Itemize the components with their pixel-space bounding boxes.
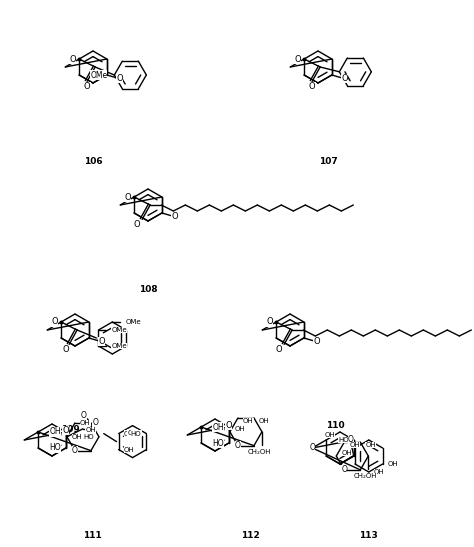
- Text: HO: HO: [338, 437, 349, 443]
- Text: O: O: [84, 82, 91, 91]
- Text: O: O: [72, 446, 78, 455]
- Text: OMe: OMe: [90, 71, 107, 79]
- Text: OH: OH: [259, 418, 270, 424]
- Text: O: O: [172, 212, 178, 222]
- Text: O: O: [342, 74, 348, 83]
- Text: HO: HO: [83, 434, 94, 440]
- Text: O: O: [226, 421, 232, 430]
- Text: CH₂OH: CH₂OH: [354, 473, 377, 479]
- Text: OH: OH: [235, 426, 246, 432]
- Text: O: O: [125, 193, 131, 201]
- Text: OMe: OMe: [111, 343, 127, 349]
- Text: O: O: [310, 444, 315, 452]
- Text: OH: OH: [80, 420, 91, 426]
- Text: O: O: [341, 465, 347, 474]
- Text: O: O: [294, 55, 301, 63]
- Text: O: O: [134, 220, 140, 229]
- Text: 106: 106: [84, 158, 102, 166]
- Text: HO: HO: [131, 430, 141, 437]
- Text: OH: OH: [341, 450, 352, 456]
- Text: O: O: [309, 82, 316, 91]
- Text: OH: OH: [212, 422, 224, 432]
- Text: 110: 110: [326, 421, 344, 429]
- Text: O: O: [63, 345, 70, 354]
- Text: OH: OH: [324, 432, 335, 438]
- Text: 108: 108: [139, 286, 157, 294]
- Text: O: O: [117, 74, 123, 83]
- Text: 109: 109: [61, 426, 79, 434]
- Text: OH: OH: [374, 469, 384, 475]
- Text: OH: OH: [124, 446, 134, 452]
- Text: OH: OH: [388, 461, 398, 467]
- Text: 112: 112: [241, 531, 259, 539]
- Text: O: O: [276, 345, 283, 354]
- Text: O: O: [266, 317, 273, 327]
- Text: OH: OH: [365, 442, 376, 448]
- Text: OH: OH: [349, 442, 360, 448]
- Text: 113: 113: [359, 531, 377, 539]
- Text: O: O: [81, 411, 86, 420]
- Text: O: O: [314, 337, 320, 346]
- Text: O: O: [92, 418, 99, 427]
- Text: CH₂OH: CH₂OH: [247, 449, 271, 455]
- Text: OMe: OMe: [125, 319, 141, 325]
- Text: O: O: [63, 426, 69, 435]
- Text: O: O: [52, 317, 58, 327]
- Text: O: O: [99, 337, 105, 346]
- Text: OH: OH: [49, 428, 61, 437]
- Text: OH: OH: [243, 418, 254, 424]
- Text: O: O: [70, 55, 76, 63]
- Text: OH: OH: [72, 434, 82, 440]
- Text: OH: OH: [86, 427, 96, 433]
- Text: HO: HO: [212, 439, 224, 447]
- Text: 111: 111: [82, 531, 101, 539]
- Text: OH: OH: [127, 429, 138, 435]
- Text: 107: 107: [319, 158, 337, 166]
- Text: OH: OH: [124, 430, 134, 437]
- Text: O: O: [235, 441, 241, 450]
- Text: O: O: [348, 435, 354, 444]
- Text: HO: HO: [49, 444, 61, 452]
- Text: OMe: OMe: [111, 327, 127, 333]
